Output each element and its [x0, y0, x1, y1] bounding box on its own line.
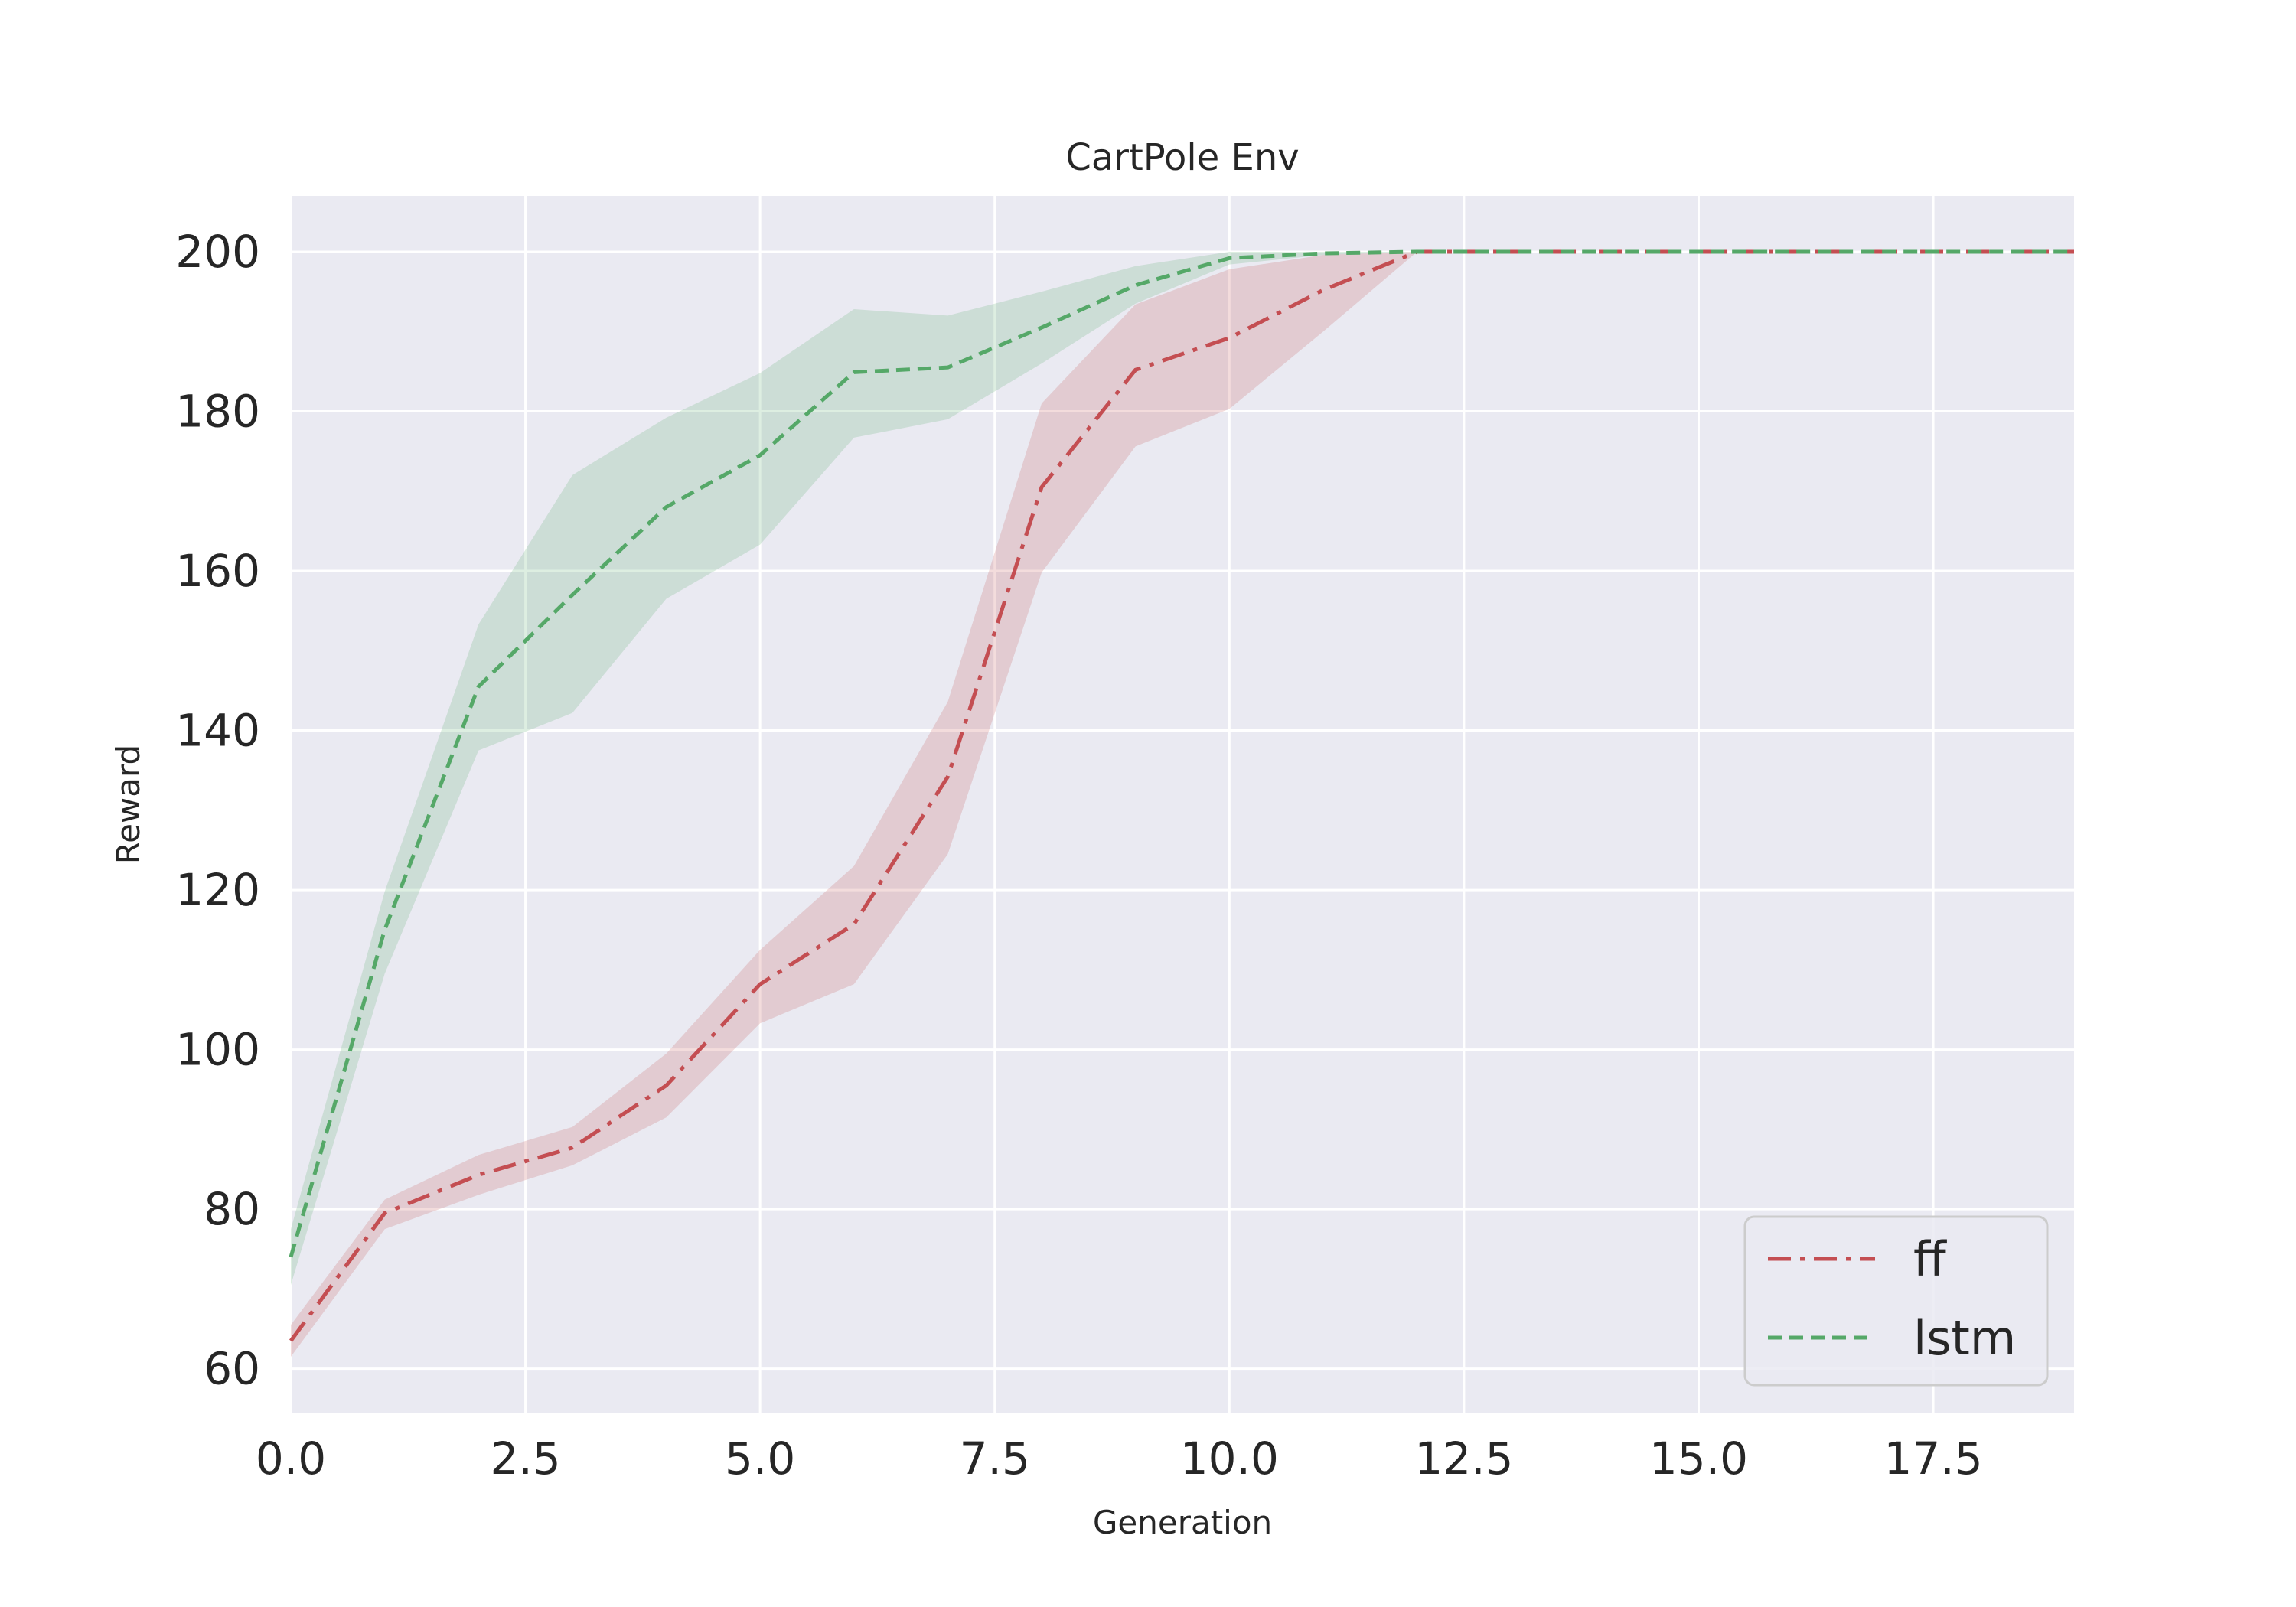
x-tick-label: 15.0	[1649, 1433, 1748, 1485]
x-tick-label: 17.5	[1883, 1433, 1982, 1485]
x-tick-label: 5.0	[725, 1433, 795, 1485]
band-lstm	[291, 251, 2074, 1286]
x-tick-label: 7.5	[960, 1433, 1030, 1485]
y-tick-label: 180	[175, 386, 260, 438]
y-axis-label: Reward	[109, 745, 147, 864]
x-axis-ticks: 0.0 2.5 5.0 7.5 10.0 12.5 15.0 17.5	[256, 1433, 1983, 1485]
line-ff	[289, 249, 2074, 1342]
y-tick-label: 60	[204, 1343, 260, 1395]
x-tick-label: 0.0	[256, 1433, 326, 1485]
x-tick-label: 10.0	[1180, 1433, 1279, 1485]
series-lines	[289, 249, 2074, 1342]
grid	[289, 196, 2074, 1413]
legend-label-ff: ff	[1913, 1231, 1947, 1287]
line-lstm	[289, 249, 2074, 1258]
legend: ff lstm	[1743, 1215, 2049, 1387]
confidence-bands	[291, 251, 2074, 1358]
x-tick-label: 2.5	[490, 1433, 560, 1485]
y-tick-label: 200	[175, 226, 260, 278]
chart-title: CartPole Env	[1065, 136, 1299, 179]
y-tick-label: 160	[175, 545, 260, 597]
x-tick-label: 12.5	[1414, 1433, 1513, 1485]
y-tick-label: 100	[175, 1024, 260, 1076]
y-tick-label: 120	[175, 864, 260, 916]
legend-label-lstm: lstm	[1913, 1310, 2016, 1366]
x-axis-label: Generation	[1093, 1504, 1272, 1541]
y-tick-label: 80	[204, 1183, 260, 1235]
y-tick-label: 140	[175, 705, 260, 757]
y-axis-ticks: 60 80 100 120 140 160 180 200	[175, 226, 260, 1395]
